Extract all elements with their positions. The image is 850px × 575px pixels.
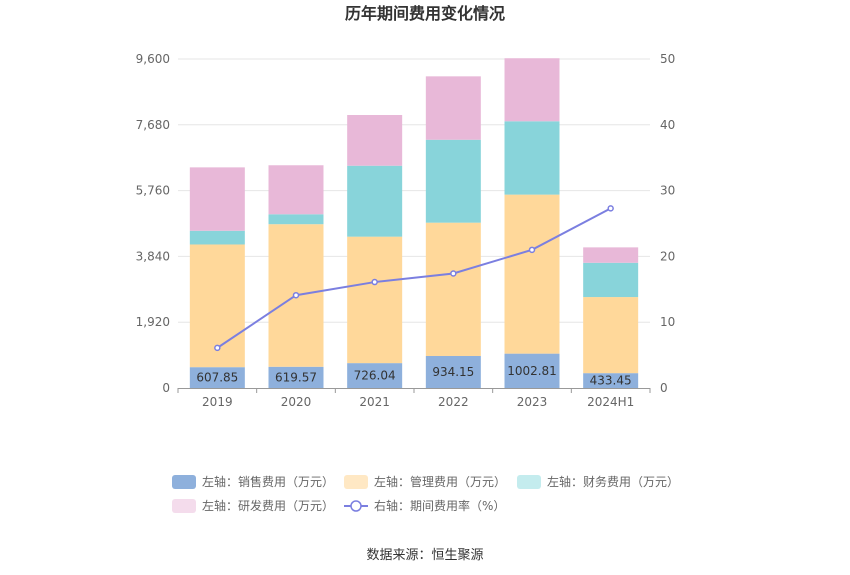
legend-marker <box>350 500 362 512</box>
bar-segment <box>347 236 403 364</box>
bar-value-label: 726.04 <box>354 369 396 383</box>
x-tick-label: 2019 <box>202 395 233 409</box>
x-tick-label: 2020 <box>281 395 312 409</box>
bar-segment <box>268 165 324 215</box>
rate-line <box>216 207 612 349</box>
x-tick-label: 2022 <box>438 395 469 409</box>
bar-segment <box>347 363 403 388</box>
legend-label: 左轴：销售费用（万元） <box>202 474 334 489</box>
rate-point <box>450 270 457 277</box>
legend-swatch <box>517 475 541 489</box>
legend-label: 左轴：管理费用（万元） <box>374 474 506 489</box>
bar-segment <box>583 247 639 263</box>
y-left-tick-label: 0 <box>162 381 170 395</box>
legend-swatch <box>344 475 368 489</box>
chart-title: 历年期间费用变化情况 <box>345 4 505 23</box>
bar-value-label: 619.57 <box>275 370 317 384</box>
bar-segment <box>425 222 481 356</box>
bar-segment <box>268 214 324 225</box>
legend-label: 右轴：期间费用率（%） <box>374 498 505 513</box>
x-tick-label: 2024H1 <box>587 395 634 409</box>
y-right-tick-label: 0 <box>660 381 668 395</box>
bar-segment <box>583 262 639 298</box>
bar-segment <box>504 353 560 388</box>
line-layer <box>214 205 614 352</box>
y-right-tick-label: 40 <box>660 118 675 132</box>
y-left-tick-label: 7,680 <box>136 118 170 132</box>
bar-segment <box>189 367 245 388</box>
x-tick-label: 2023 <box>517 395 548 409</box>
bar-segment <box>425 355 481 388</box>
legend-label: 左轴：研发费用（万元） <box>202 498 334 513</box>
bar-segment <box>347 165 403 237</box>
bar-segment <box>189 230 245 245</box>
y-right-tick-label: 10 <box>660 315 675 329</box>
axis-layer: 0 1,920 3,840 5,760 7,680 9,600 0 10 20 30 40 50 201… <box>136 52 676 409</box>
bar-value-label: 433.45 <box>590 374 632 388</box>
bars-layer <box>189 58 639 388</box>
bar-value-label: 607.85 <box>196 371 238 385</box>
legend-swatch <box>172 499 196 513</box>
bar-segment <box>504 194 560 354</box>
rate-point <box>371 278 378 286</box>
legend-label: 左轴：财务费用（万元） <box>547 474 679 489</box>
bar-segment <box>268 366 324 388</box>
legend-swatch <box>172 475 196 489</box>
bar-segment <box>425 139 481 223</box>
y-left-tick-label: 3,840 <box>136 249 170 263</box>
data-source: 数据来源：恒生聚源 <box>366 548 483 563</box>
rate-point <box>214 344 221 352</box>
y-right-tick-label: 30 <box>660 184 675 198</box>
grid-layer <box>178 58 650 323</box>
bar-segment <box>347 114 403 166</box>
bar-segment <box>583 297 639 374</box>
bar-segment <box>504 58 560 122</box>
bar-segment <box>583 373 639 388</box>
rate-point <box>528 246 536 254</box>
legend: 左轴：销售费用（万元） 左轴：管理费用（万元） 左轴：财务费用（万元） 左轴：研发费用… <box>172 474 679 513</box>
bar-value-label: 1002.81 <box>507 364 557 378</box>
rate-point <box>292 291 300 299</box>
bar-value-label: 934.15 <box>432 365 474 379</box>
labels-layer: 607.85 619.57 726.04 934.15 1002.81 433.45 <box>196 364 631 388</box>
rate-point <box>607 205 614 212</box>
y-left-tick-label: 9,600 <box>136 52 170 66</box>
bar-segment <box>425 76 481 140</box>
y-left-tick-label: 1,920 <box>136 315 170 329</box>
bar-segment <box>504 121 560 195</box>
x-tick-label: 2021 <box>359 395 390 409</box>
y-left-tick-label: 5,760 <box>136 184 170 198</box>
bar-segment <box>189 167 245 231</box>
y-right-tick-label: 20 <box>660 249 675 263</box>
y-right-tick-label: 50 <box>660 52 675 66</box>
